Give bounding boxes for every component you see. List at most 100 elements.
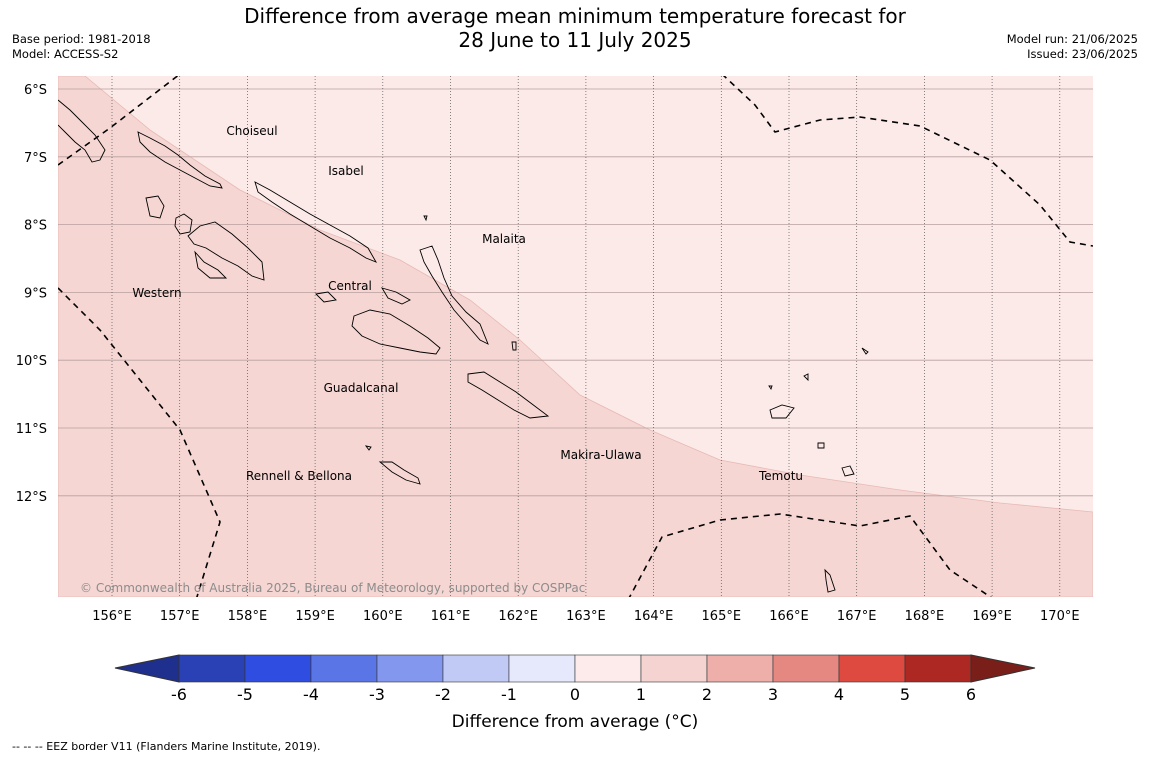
longitude-label: 161°E — [431, 609, 471, 624]
colorbar-tick: -4 — [303, 685, 319, 704]
longitude-label: 160°E — [363, 609, 403, 624]
colorbar-cells — [178, 654, 972, 683]
eez-footnote: -- -- -- EEZ border V11 (Flanders Marine… — [12, 740, 321, 753]
colorbar-tick: -6 — [171, 685, 187, 704]
island-santa-cruz — [769, 404, 795, 419]
longitude-label: 166°E — [769, 609, 809, 624]
model-name: Model: ACCESS-S2 — [12, 47, 119, 61]
island-vanikoro — [841, 465, 855, 477]
latitude-labels: 6°S 7°S 8°S 9°S 10°S 11°S 12°S — [16, 83, 47, 505]
island-florida — [381, 287, 411, 305]
island-vella-lavella — [145, 195, 165, 219]
anomaly-band-1-2 — [58, 76, 1093, 597]
island-makira — [467, 371, 550, 419]
colorbar-cell — [178, 654, 246, 683]
issued-date: Issued: 23/06/2025 — [1027, 47, 1138, 61]
island-new-georgia — [174, 213, 265, 281]
region-label: Malaita — [482, 232, 526, 246]
island-rennell — [378, 461, 421, 485]
graticule — [58, 76, 1093, 597]
island-duff — [861, 347, 869, 355]
longitude-label: 158°E — [228, 609, 268, 624]
island-ulawa — [511, 341, 517, 351]
latitude-label: 10°S — [16, 354, 47, 369]
eez-border-south — [628, 513, 992, 597]
colorbar-extend-high — [970, 654, 1036, 683]
region-label: Guadalcanal — [324, 381, 399, 395]
coastlines — [58, 99, 869, 593]
map-area: Choiseul Isabel Malaita Western Central … — [58, 76, 1093, 597]
eez-border-west — [58, 287, 221, 597]
longitude-label: 156°E — [92, 609, 132, 624]
longitude-labels: 156°E 157°E 158°E 159°E 160°E 161°E 162°E 163°E… — [92, 609, 1079, 624]
longitude-label: 162°E — [498, 609, 538, 624]
region-labels: Choiseul Isabel Malaita Western Central … — [132, 124, 803, 483]
colorbar-cell — [244, 654, 312, 683]
latitude-label: 9°S — [24, 286, 47, 301]
colorbar-tick-labels: -6 -5 -4 -3 -2 -1 0 1 2 3 4 5 6 — [171, 685, 976, 704]
colorbar-cell — [508, 654, 576, 683]
region-label: Temotu — [758, 469, 803, 483]
title-line-2: 28 June to 11 July 2025 — [458, 28, 692, 52]
latitude-label: 8°S — [24, 219, 47, 234]
longitude-label: 159°E — [295, 609, 335, 624]
copyright-notice: © Commonwealth of Australia 2025, Bureau… — [80, 581, 585, 595]
island-russell — [315, 291, 337, 303]
eez-borders — [58, 76, 1093, 597]
region-label: Central — [328, 279, 372, 293]
colorbar-tick: 3 — [768, 685, 778, 704]
island-guadalcanal — [351, 309, 441, 355]
colorbar-cell — [772, 654, 840, 683]
island-malaita — [419, 245, 489, 345]
colorbar-cell — [838, 654, 906, 683]
colorbar-tick: 0 — [570, 685, 580, 704]
island-isabel — [254, 181, 378, 263]
region-label: Makira-Ulawa — [560, 448, 641, 462]
region-label: Rennell & Bellona — [246, 469, 352, 483]
meta-right: Model run: 21/06/2025 Issued: 23/06/2025 — [1007, 32, 1138, 62]
island-reef-islands — [803, 373, 809, 382]
longitude-label: 169°E — [972, 609, 1012, 624]
island-bougainville — [58, 99, 106, 163]
colorbar: -6 -5 -4 -3 -2 -1 0 1 2 3 4 5 6 — [114, 654, 1036, 704]
island-choiseul — [137, 131, 223, 189]
longitude-label: 157°E — [160, 609, 200, 624]
colorbar-tick: 5 — [900, 685, 910, 704]
model-run: Model run: 21/06/2025 — [1006, 32, 1138, 46]
colorbar-tick: -2 — [435, 685, 451, 704]
colorbar-tick: -1 — [501, 685, 517, 704]
island-bellona — [364, 445, 372, 451]
latitude-label: 6°S — [24, 83, 47, 98]
island-tikopia — [824, 568, 836, 593]
island-small-1 — [423, 215, 428, 222]
longitude-label: 170°E — [1040, 609, 1080, 624]
colorbar-tick: 2 — [702, 685, 712, 704]
colorbar-cell — [574, 654, 642, 683]
colorbar-extend-low — [114, 654, 180, 683]
colorbar-cell — [640, 654, 708, 683]
longitude-label: 164°E — [634, 609, 674, 624]
colorbar-cell — [310, 654, 378, 683]
region-label: Choiseul — [226, 124, 277, 138]
base-period: Base period: 1981-2018 — [12, 32, 151, 46]
region-label: Isabel — [328, 164, 363, 178]
latitude-label: 11°S — [16, 422, 47, 437]
longitude-label: 168°E — [905, 609, 945, 624]
title-line-1: Difference from average mean minimum tem… — [244, 4, 906, 28]
colorbar-tick: 6 — [966, 685, 976, 704]
island-small-2 — [768, 385, 773, 391]
map-title: Difference from average mean minimum tem… — [0, 4, 1150, 52]
colorbar-cell — [706, 654, 774, 683]
longitude-label: 165°E — [702, 609, 742, 624]
meta-left: Base period: 1981-2018 Model: ACCESS-S2 — [12, 32, 151, 62]
latitude-label: 12°S — [16, 490, 47, 505]
eez-border-north — [58, 76, 179, 166]
colorbar-tick: 4 — [834, 685, 844, 704]
colorbar-tick: -3 — [369, 685, 385, 704]
colorbar-cell — [376, 654, 444, 683]
longitude-label: 167°E — [837, 609, 877, 624]
latitude-label: 7°S — [24, 151, 47, 166]
region-label: Western — [132, 286, 181, 300]
colorbar-tick: 1 — [636, 685, 646, 704]
